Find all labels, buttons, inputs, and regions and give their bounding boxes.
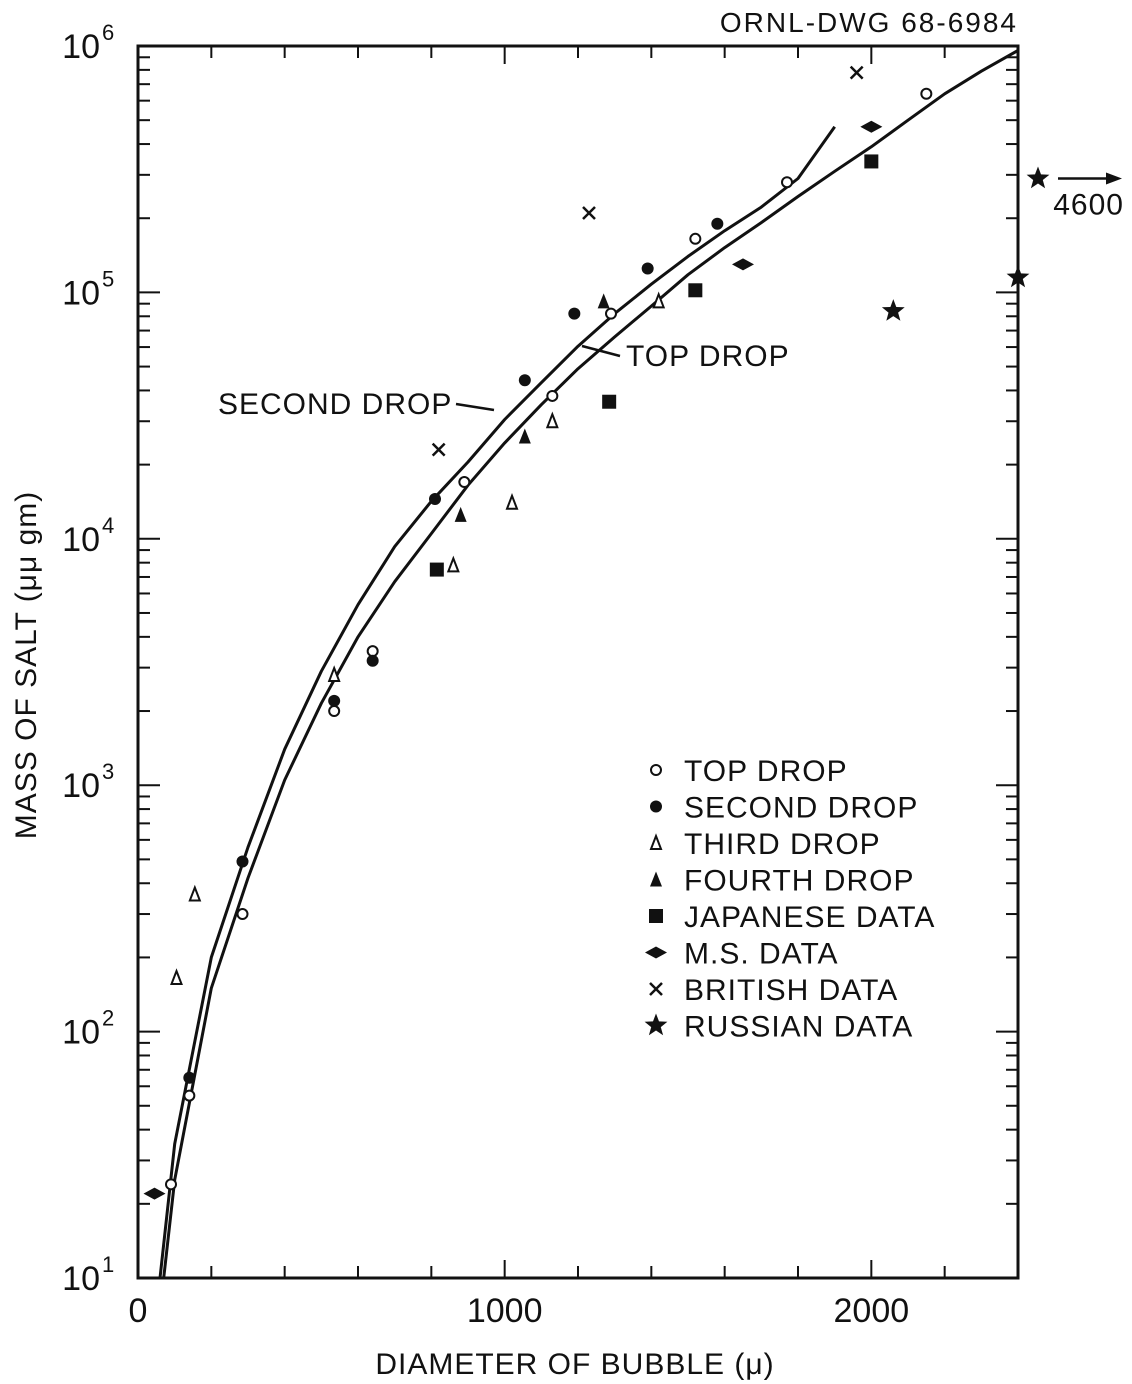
russian-data-point <box>881 299 905 321</box>
second-drop-point <box>183 1071 196 1084</box>
legend-marker <box>645 946 667 959</box>
top-drop-point <box>920 87 933 100</box>
second-drop-point <box>236 855 249 868</box>
legend-marker <box>650 800 662 813</box>
british-data-point <box>582 206 596 220</box>
fourth-drop-point <box>597 293 610 309</box>
top-drop-point <box>689 232 702 245</box>
legend-label: TOP DROP <box>684 755 848 788</box>
y-tick-label: 10 <box>62 274 100 312</box>
curve-top-drop <box>162 49 1019 1279</box>
top-drop-point <box>183 1089 196 1102</box>
second-drop-point <box>568 307 581 320</box>
fitted-curves <box>158 49 1019 1279</box>
third-drop-point <box>446 555 460 573</box>
legend-marker <box>649 982 663 996</box>
fourth-drop-point <box>454 506 467 522</box>
y-tick-exponent: 3 <box>102 759 114 784</box>
third-drop-point <box>652 291 666 309</box>
second-drop-point <box>366 654 379 667</box>
second-drop-point <box>328 694 341 707</box>
y-tick-label: 10 <box>62 28 100 66</box>
third-drop-point <box>545 411 559 429</box>
japanese-data-point <box>688 283 703 298</box>
y-axis-title: MASS OF SALT (μμ gm) <box>10 491 43 840</box>
japanese-data-point <box>602 394 617 409</box>
second-drop-point <box>518 374 531 387</box>
top-drop-point <box>605 307 617 320</box>
y-tick-exponent: 2 <box>102 1006 114 1031</box>
top-drop-point <box>366 645 379 658</box>
british-data-point <box>431 442 446 457</box>
curve-second-drop <box>158 125 836 1279</box>
legend-label: FOURTH DROP <box>684 865 914 898</box>
plot-frame <box>136 44 1020 1280</box>
curve-annotations: 4600 SECOND DROP TOP DROP <box>218 166 1124 421</box>
axis-ticks <box>137 46 1019 1279</box>
second-drop-curve-label: SECOND DROP <box>218 388 452 421</box>
third-drop-point <box>327 665 341 683</box>
russian-data-point <box>1006 265 1030 288</box>
y-tick-exponent: 5 <box>102 266 114 291</box>
top-drop-curve-label: TOP DROP <box>626 340 790 373</box>
top-drop-point <box>165 1178 177 1191</box>
second-drop-point <box>641 262 654 275</box>
plot-border <box>136 44 1020 1280</box>
legend-marker <box>649 909 663 923</box>
top-drop-leader <box>581 344 621 358</box>
top-drop-point <box>781 176 793 189</box>
y-tick-exponent: 4 <box>102 513 114 538</box>
m-s-data-point <box>860 120 883 133</box>
legend-label: M.S. DATA <box>684 938 839 971</box>
legend-marker <box>649 833 663 850</box>
data-points <box>143 65 1030 1200</box>
second-drop-point <box>429 493 441 506</box>
third-drop-point <box>505 493 519 510</box>
legend-marker <box>650 764 662 776</box>
offscale-arrowhead <box>1106 172 1122 185</box>
legend-label: JAPANESE DATA <box>684 901 935 934</box>
legend-label: RUSSIAN DATA <box>684 1011 913 1044</box>
legend-marker <box>644 1013 668 1036</box>
y-tick-exponent: 6 <box>102 20 114 45</box>
x-tick-label: 2000 <box>834 1292 910 1330</box>
m-s-data-point <box>143 1187 166 1200</box>
legend-marker <box>650 871 662 887</box>
japanese-data-point <box>864 154 879 169</box>
second-drop-point <box>711 217 724 230</box>
x-tick-label: 0 <box>129 1292 148 1330</box>
m-s-data-point <box>732 258 754 271</box>
x-tick-label: 1000 <box>467 1292 543 1330</box>
second-drop-leader <box>455 402 495 412</box>
top-drop-point <box>458 476 471 489</box>
y-tick-label: 10 <box>62 767 100 805</box>
offscale-value-label: 4600 <box>1053 188 1124 221</box>
x-axis-title: DIAMETER OF BUBBLE (μ) <box>375 1348 774 1381</box>
y-tick-exponent: 1 <box>102 1252 114 1277</box>
top-drop-point <box>328 705 341 718</box>
third-drop-point <box>188 884 202 902</box>
legend-label: SECOND DROP <box>684 792 918 825</box>
top-drop-point <box>236 908 249 921</box>
third-drop-point <box>170 968 183 986</box>
british-data-point <box>849 65 864 80</box>
fourth-drop-point <box>518 428 531 444</box>
offscale-star-point <box>1026 166 1050 189</box>
legend-label: BRITISH DATA <box>684 974 898 1007</box>
top-drop-point <box>546 389 559 402</box>
legend-label: THIRD DROP <box>684 828 881 861</box>
y-tick-label: 10 <box>62 1014 100 1052</box>
y-tick-label: 10 <box>62 1260 100 1298</box>
y-tick-label: 10 <box>62 521 100 559</box>
drawing-number: ORNL-DWG 68-6984 <box>720 7 1018 38</box>
japanese-data-point <box>429 562 444 577</box>
